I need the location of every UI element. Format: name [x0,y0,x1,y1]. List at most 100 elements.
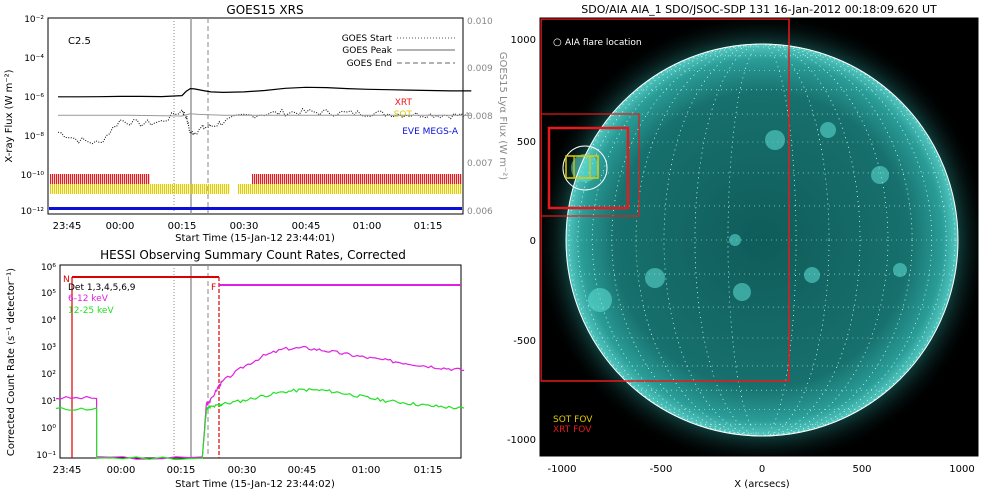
sot-coverage-bar [50,184,462,194]
goes-ylabel: X-ray Flux (W m⁻²) [4,69,15,162]
coverage-tick [60,184,62,194]
goes-xtick: 00:45 [292,221,321,232]
hessi-yticks: 10⁶ 10⁵ 10⁴ 10³ 10² 10¹ 10⁰ 10⁻¹ [36,263,56,461]
hessi-ytick: 10⁴ [41,316,56,326]
aia-ytick: -1000 [507,435,536,446]
coverage-tick [170,184,172,194]
coverage-tick [328,174,330,184]
hessi-band2-curve [55,388,465,461]
coverage-tick [436,184,438,194]
active-region [571,154,599,182]
coverage-tick [252,174,254,184]
coverage-tick [140,174,142,184]
goes-short-curve [57,107,469,145]
coverage-tick [54,174,56,184]
coverage-tick [176,184,178,194]
coverage-tick [434,184,436,194]
active-region [804,267,820,283]
coverage-tick [442,184,444,194]
coverage-tick [104,174,106,184]
coverage-tick [292,184,294,194]
coverage-tick [460,184,462,194]
goes-xtick: 23:45 [53,221,82,232]
xrt-coverage-bar [50,174,462,184]
coverage-tick [92,174,94,184]
coverage-tick [166,184,168,194]
goes-xtick: 01:00 [353,221,382,232]
coverage-tick [458,174,460,184]
goes-title: GOES15 XRS [226,3,303,17]
coverage-tick [80,174,82,184]
coverage-tick [264,174,266,184]
longitude-line [694,43,830,437]
goes-xtick: 00:30 [230,221,259,232]
coverage-tick [66,184,68,194]
coverage-tick [90,174,92,184]
coverage-tick [430,174,432,184]
coverage-tick [260,184,262,194]
coverage-tick [356,174,358,184]
coverage-tick [210,184,212,194]
coverage-tick [446,184,448,194]
coverage-tick [126,174,128,184]
hessi-xticks: 23:45 00:00 00:15 00:30 00:45 01:00 01:1… [53,465,443,476]
coverage-tick [94,184,96,194]
coverage-tick [164,184,166,194]
aia-limb-circle [565,43,959,437]
coverage-tick [302,184,304,194]
coverage-tick [432,184,434,194]
goes-ytick: 10⁻¹⁰ [21,171,45,181]
hessi-xtick: 01:15 [414,465,443,476]
coverage-tick [126,184,128,194]
coverage-tick [258,174,260,184]
coverage-tick [322,174,324,184]
coverage-tick [272,174,274,184]
coverage-tick [340,184,342,194]
hessi-ytick: 10⁻¹ [36,451,56,461]
coverage-tick [418,174,420,184]
coverage-tick [192,184,194,194]
coverage-tick [92,184,94,194]
coverage-tick [348,184,350,194]
coverage-tick [386,184,388,194]
goes-y2tick: 0.007 [467,159,493,169]
coverage-tick [326,174,328,184]
goes-xticks: 23:45 00:00 00:15 00:30 00:45 01:00 01:1… [53,221,443,232]
eve-label: EVE MEGS-A [402,127,459,137]
coverage-tick [262,174,264,184]
coverage-tick [178,184,180,194]
coverage-tick [78,184,80,194]
coverage-tick [450,184,452,194]
hessi-ytick: 10¹ [41,397,56,407]
coverage-tick [308,184,310,194]
active-region [820,122,836,138]
coverage-tick [326,184,328,194]
coverage-tick [270,184,272,194]
coverage-tick [416,174,418,184]
coverage-tick [334,174,336,184]
coverage-tick [366,174,368,184]
coverage-tick [290,174,292,184]
aia-flare-marker-icon: ○ [553,37,562,48]
coverage-tick [372,184,374,194]
coverage-tick [396,184,398,194]
coverage-tick [104,184,106,194]
coverage-tick [448,174,450,184]
coverage-tick [394,174,396,184]
coverage-tick [284,174,286,184]
coverage-tick [406,184,408,194]
coverage-tick [408,184,410,194]
coverage-tick [154,184,156,194]
coverage-tick [158,184,160,194]
coverage-tick [142,184,144,194]
coverage-tick [118,184,120,194]
coverage-tick [356,184,358,194]
coverage-tick [160,184,162,194]
coverage-tick [362,184,364,194]
coverage-tick [414,184,416,194]
coverage-tick [306,174,308,184]
hessi-ytick: 10⁶ [41,263,56,273]
goes-xtick: 00:00 [106,221,135,232]
coverage-tick [382,174,384,184]
coverage-tick [188,184,190,194]
